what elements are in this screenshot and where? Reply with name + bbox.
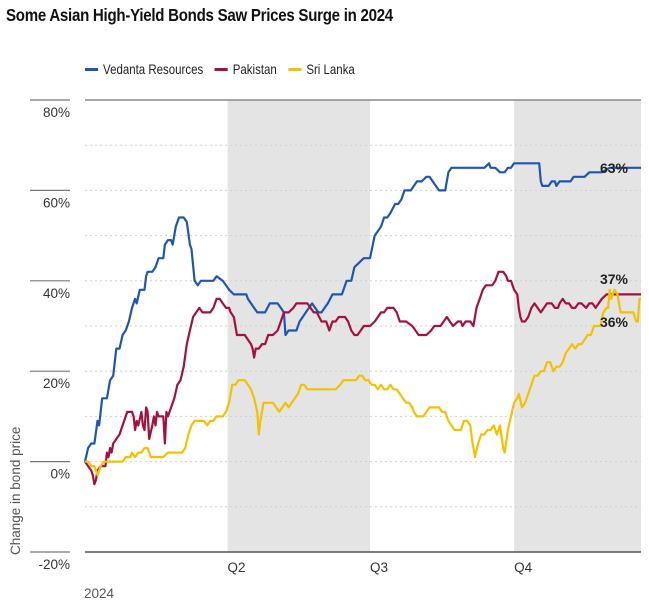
chart-legend: Vedanta Resources Pakistan Sri Lanka (85, 61, 355, 77)
series-line-vedanta-resources (83, 162, 641, 462)
y-tick-label: 0% (50, 467, 70, 482)
end-label-pakistan: 37% (600, 271, 629, 287)
y-tick-label: -20% (38, 557, 70, 572)
legend-item-pakistan: Pakistan (214, 61, 277, 77)
legend-swatch-sri-lanka (288, 67, 302, 71)
x-tick-label: Q4 (514, 560, 533, 575)
y-tick-label: 60% (43, 195, 70, 210)
legend-label-sri-lanka: Sri Lanka (306, 61, 355, 77)
x-tick-label: Q2 (228, 560, 246, 575)
x-axis-year-label: 2024 (84, 586, 115, 601)
legend-swatch-pakistan (214, 67, 228, 71)
legend-label-pakistan: Pakistan (232, 61, 277, 77)
legend-label-vedanta: Vedanta Resources (103, 61, 204, 77)
series-line-sri-lanka (85, 288, 641, 477)
y-tick-label: 20% (43, 376, 70, 391)
y-tick-label: 40% (43, 286, 70, 301)
end-label-vedanta-resources: 63% (600, 160, 629, 176)
legend-swatch-vedanta (85, 67, 99, 71)
series-line-pakistan (84, 270, 641, 486)
legend-item-sri-lanka: Sri Lanka (288, 61, 355, 77)
x-tick-label: Q3 (370, 560, 388, 575)
end-label-sri-lanka: 36% (600, 314, 629, 330)
y-axis-label: Change in bond price (8, 427, 23, 555)
legend-item-vedanta: Vedanta Resources (85, 61, 203, 77)
y-tick-label: 80% (43, 105, 70, 120)
chart-title: Some Asian High-Yield Bonds Saw Prices S… (6, 5, 393, 25)
